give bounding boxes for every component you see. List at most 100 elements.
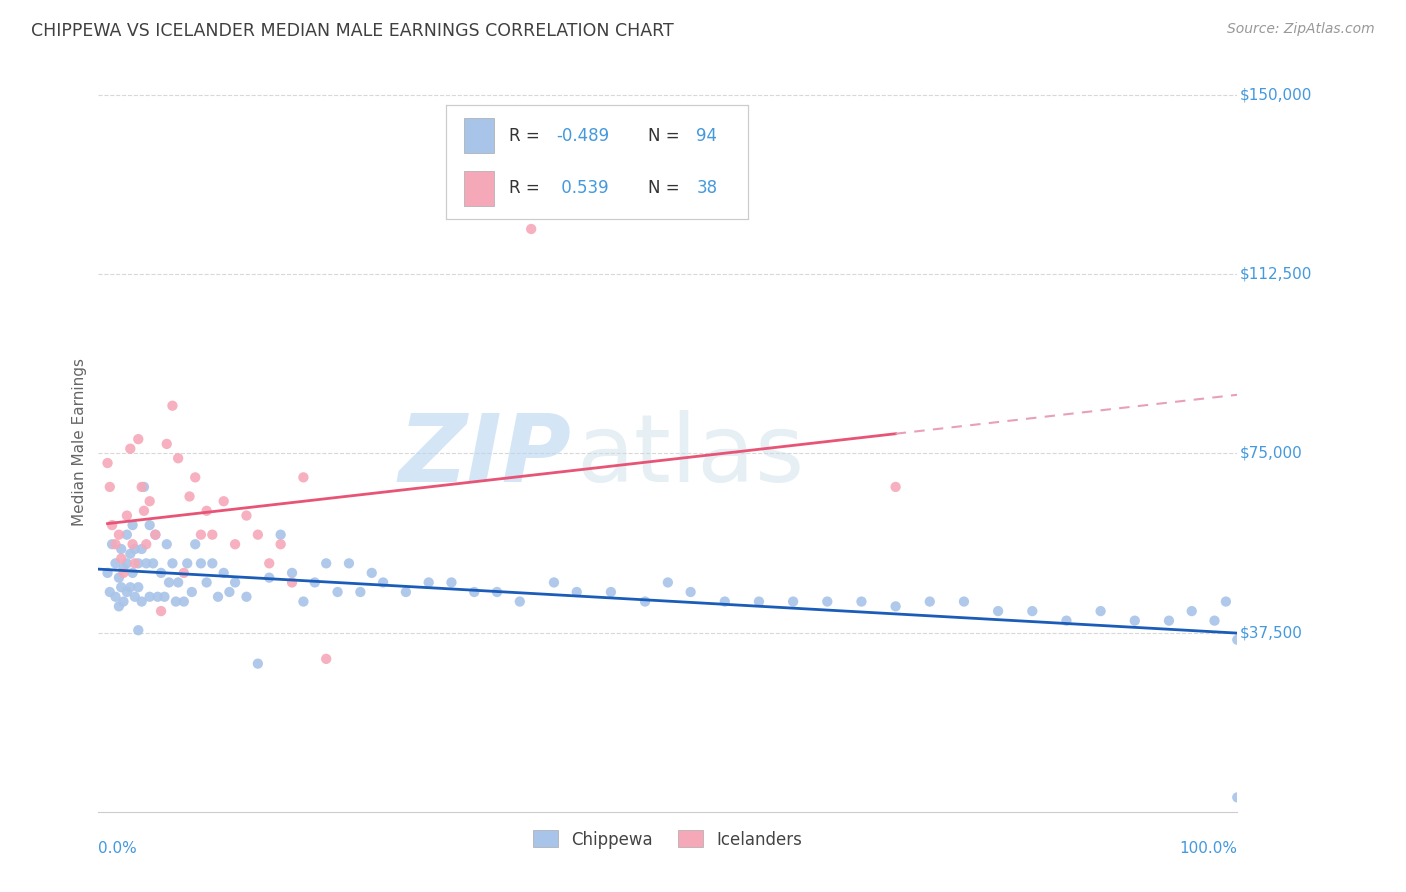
- Point: [1054, 614, 1078, 628]
- Point: [153, 590, 176, 604]
- Text: $150,000: $150,000: [1240, 87, 1312, 103]
- Point: [1226, 790, 1249, 805]
- Point: [190, 557, 212, 571]
- Point: [150, 604, 173, 618]
- Text: CHIPPEWA VS ICELANDER MEDIAN MALE EARNINGS CORRELATION CHART: CHIPPEWA VS ICELANDER MEDIAN MALE EARNIN…: [31, 22, 673, 40]
- Point: [304, 575, 326, 590]
- Point: [315, 557, 337, 571]
- Point: [112, 561, 135, 575]
- Point: [101, 537, 124, 551]
- Point: [292, 594, 315, 608]
- Point: [173, 594, 195, 608]
- Point: [218, 585, 240, 599]
- Point: [201, 527, 224, 541]
- Point: [418, 575, 440, 590]
- Point: [146, 590, 169, 604]
- Point: [96, 566, 118, 580]
- Point: [98, 480, 121, 494]
- Point: [486, 585, 509, 599]
- Point: [138, 590, 160, 604]
- Point: [1123, 614, 1146, 628]
- Text: $37,500: $37,500: [1240, 625, 1302, 640]
- Point: [520, 222, 543, 236]
- Point: [337, 557, 360, 571]
- Point: [135, 537, 157, 551]
- Point: [395, 585, 418, 599]
- Point: [112, 566, 135, 580]
- Point: [371, 575, 394, 590]
- Point: [115, 508, 138, 523]
- Point: [138, 518, 160, 533]
- Point: [292, 470, 315, 484]
- Point: [259, 557, 281, 571]
- Point: [101, 518, 124, 533]
- Point: [180, 585, 202, 599]
- Point: [167, 575, 190, 590]
- Point: [121, 537, 143, 551]
- Point: [679, 585, 702, 599]
- Point: [145, 527, 167, 541]
- Point: [110, 551, 132, 566]
- Point: [127, 557, 149, 571]
- Point: [124, 590, 146, 604]
- Point: [127, 580, 149, 594]
- Text: 0.0%: 0.0%: [98, 841, 138, 856]
- Point: [246, 657, 269, 671]
- Point: [1215, 594, 1237, 608]
- Point: [104, 557, 127, 571]
- Point: [987, 604, 1010, 618]
- Legend: Chippewa, Icelanders: Chippewa, Icelanders: [527, 823, 808, 855]
- Point: [1204, 614, 1226, 628]
- Point: [120, 580, 142, 594]
- Point: [565, 585, 588, 599]
- Point: [270, 527, 292, 541]
- Point: [145, 527, 167, 541]
- Point: [190, 527, 212, 541]
- Point: [463, 585, 485, 599]
- Point: [110, 580, 132, 594]
- Point: [657, 575, 679, 590]
- Point: [173, 566, 195, 580]
- Point: [131, 594, 153, 608]
- Point: [157, 575, 180, 590]
- Text: 100.0%: 100.0%: [1180, 841, 1237, 856]
- Point: [195, 504, 218, 518]
- Point: [121, 518, 143, 533]
- Point: [124, 557, 146, 571]
- Point: [270, 537, 292, 551]
- Point: [104, 590, 127, 604]
- Point: [108, 571, 131, 585]
- Point: [150, 566, 173, 580]
- Point: [326, 585, 349, 599]
- Text: ZIP: ZIP: [398, 410, 571, 502]
- Point: [1157, 614, 1180, 628]
- Text: Source: ZipAtlas.com: Source: ZipAtlas.com: [1227, 22, 1375, 37]
- Point: [509, 594, 531, 608]
- Point: [212, 494, 235, 508]
- Point: [156, 437, 179, 451]
- Point: [782, 594, 804, 608]
- Point: [120, 547, 142, 561]
- Point: [179, 490, 201, 504]
- Point: [543, 575, 565, 590]
- Point: [176, 557, 198, 571]
- Point: [360, 566, 382, 580]
- Point: [918, 594, 941, 608]
- Point: [281, 566, 304, 580]
- Point: [634, 594, 657, 608]
- Point: [142, 557, 165, 571]
- Point: [108, 527, 131, 541]
- Point: [132, 504, 155, 518]
- Point: [131, 480, 153, 494]
- Point: [1021, 604, 1043, 618]
- Point: [115, 527, 138, 541]
- Point: [135, 557, 157, 571]
- Point: [714, 594, 737, 608]
- Point: [98, 585, 121, 599]
- Point: [110, 541, 132, 556]
- Point: [121, 566, 143, 580]
- Point: [440, 575, 463, 590]
- Point: [207, 590, 229, 604]
- Point: [184, 470, 207, 484]
- Point: [201, 557, 224, 571]
